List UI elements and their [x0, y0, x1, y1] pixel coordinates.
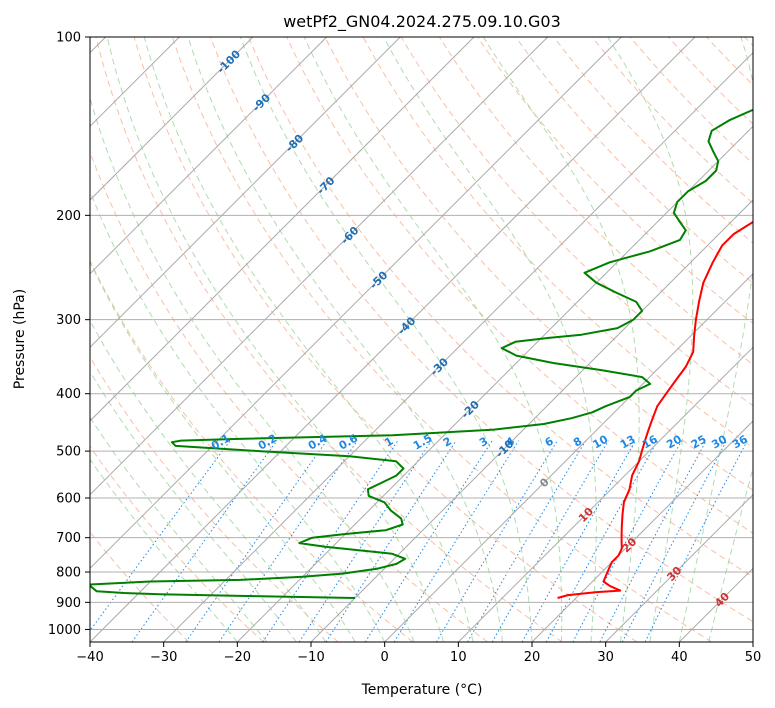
background-lines	[90, 37, 753, 642]
mixing-ratio-line	[491, 440, 609, 642]
isotherm	[457, 346, 753, 642]
y-tick-label: 400	[56, 387, 81, 402]
y-tick-label: 800	[56, 566, 81, 581]
temperature-line	[557, 220, 753, 599]
x-tick-label: 0	[381, 650, 389, 665]
mixing-ratio-line	[90, 440, 231, 632]
moist-adiabat	[303, 37, 563, 642]
x-tick-label: −30	[150, 650, 177, 665]
dry-adiabat	[210, 37, 753, 623]
moist-adiabat	[90, 260, 356, 642]
dry-adiabat	[477, 37, 753, 325]
moist-adiabat	[90, 416, 268, 642]
mixing-ratio-line	[572, 440, 683, 642]
x-tick-label: 50	[745, 650, 762, 665]
mixing-ratio-line	[467, 440, 587, 642]
mixing-ratio-line	[545, 440, 659, 642]
y-axis: 100 200 300 400 500 600 700 800 900 1000	[48, 31, 90, 638]
y-tick-label: 900	[56, 596, 81, 611]
moist-adiabat	[678, 37, 753, 642]
dry-adiabat	[248, 37, 753, 578]
moist-adiabat	[143, 37, 474, 642]
dry-adiabat	[90, 259, 414, 642]
isotherm	[531, 420, 753, 642]
isotherm	[163, 51, 753, 642]
moist-adiabat	[90, 189, 386, 642]
moist-adiabat	[607, 37, 694, 642]
x-tick-label: 10	[450, 650, 467, 665]
x-tick-label: −10	[297, 650, 324, 665]
dry-adiabat	[171, 37, 712, 642]
x-axis: −40 −30 −20 −10 0 10 20 30 40 50	[76, 642, 761, 665]
dry-adiabat	[133, 37, 638, 642]
y-tick-label: 1000	[48, 623, 81, 638]
isotherm	[90, 37, 549, 496]
dry-adiabat	[95, 37, 563, 642]
isotherm	[90, 37, 401, 349]
mixing-ratio-line	[262, 440, 399, 642]
y-tick-label: 200	[56, 209, 81, 224]
dry-adiabat	[400, 37, 753, 407]
chart-title: wetPf2_GN04.2024.275.09.10.G03	[283, 12, 561, 32]
x-tick-label: 40	[671, 650, 688, 665]
plot-frame	[89, 36, 754, 643]
isotherm	[605, 493, 753, 642]
mixing-ratio-line	[521, 440, 637, 642]
y-tick-label: 500	[56, 445, 81, 460]
isotherm	[384, 272, 753, 642]
dry-adiabat	[515, 37, 753, 284]
moist-adiabat	[106, 37, 445, 642]
x-tick-label: −20	[224, 650, 251, 665]
mixing-ratio-line	[325, 440, 457, 642]
dry-adiabat	[591, 37, 753, 204]
y-axis-label: Pressure (hPa)	[12, 289, 28, 389]
moist-adiabat	[187, 37, 503, 642]
mixing-ratio-line	[298, 440, 432, 642]
dewpoint-line	[90, 108, 753, 599]
profile-lines	[90, 108, 753, 599]
moist-adiabat	[708, 466, 753, 642]
y-tick-label: 600	[56, 492, 81, 507]
isotherm	[90, 37, 475, 422]
y-tick-label: 300	[56, 313, 81, 328]
x-tick-label: 30	[597, 650, 614, 665]
moist-adiabat	[90, 458, 238, 642]
y-tick-label: 100	[56, 31, 81, 46]
isotherm	[90, 37, 254, 201]
moist-adiabat	[482, 37, 640, 642]
dry-adiabat	[629, 37, 753, 165]
moist-adiabat	[239, 37, 533, 642]
x-tick-label: −40	[76, 650, 103, 665]
y-tick-label: 700	[56, 531, 81, 546]
mixing-ratio-line	[185, 440, 328, 642]
x-tick-label: 20	[524, 650, 541, 665]
mixing-ratio-line	[131, 440, 278, 642]
isotherm	[310, 199, 753, 642]
mixing-ratio-line	[644, 440, 748, 642]
mixing-ratio-line	[435, 440, 558, 642]
isotherm	[90, 37, 328, 275]
moist-adiabat	[90, 319, 327, 642]
dry-adiabat	[324, 37, 753, 491]
moist-adiabat	[383, 37, 597, 642]
moist-adiabat	[90, 370, 297, 642]
isotherm	[90, 37, 696, 642]
isotherm	[90, 37, 622, 570]
x-axis-label: Temperature (°C)	[361, 682, 483, 698]
mixing-ratio-line	[364, 440, 493, 642]
dry-adiabat	[90, 445, 264, 642]
